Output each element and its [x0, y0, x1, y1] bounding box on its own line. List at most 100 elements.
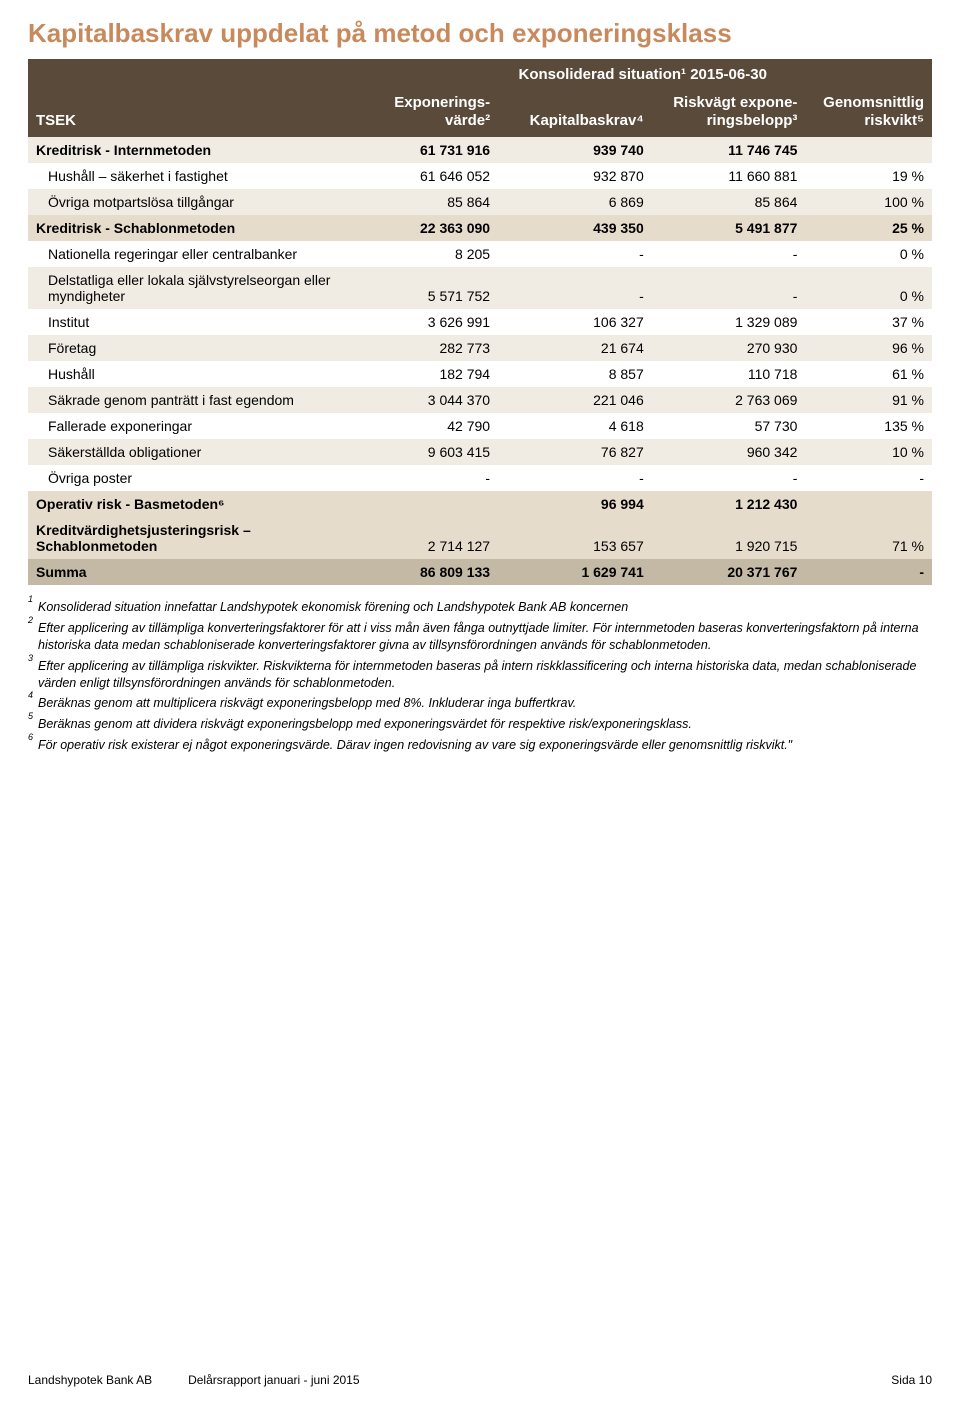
row-value: 1 329 089 — [652, 309, 806, 335]
footer-company: Landshypotek Bank AB — [28, 1373, 152, 1387]
row-label: Företag — [28, 335, 353, 361]
capital-requirements-table: Konsoliderad situation¹ 2015-06-30 TSEK … — [28, 59, 932, 585]
row-value: 282 773 — [353, 335, 498, 361]
row-value: 61 % — [805, 361, 932, 387]
table-row: Säkrade genom panträtt i fast egendom3 0… — [28, 387, 932, 413]
footnote: 2 Efter applicering av tillämpliga konve… — [28, 620, 932, 654]
footnote: 5 Beräknas genom att dividera riskvägt e… — [28, 716, 932, 733]
row-value: - — [498, 241, 652, 267]
table-row: Nationella regeringar eller centralbanke… — [28, 241, 932, 267]
row-label: Delstatliga eller lokala självstyrelseor… — [28, 267, 353, 309]
row-value: 3 044 370 — [353, 387, 498, 413]
row-value: 42 790 — [353, 413, 498, 439]
row-value: 0 % — [805, 241, 932, 267]
footnote: 4 Beräknas genom att multiplicera riskvä… — [28, 695, 932, 712]
row-value: - — [498, 267, 652, 309]
row-value: 19 % — [805, 163, 932, 189]
row-value: 221 046 — [498, 387, 652, 413]
footer-report: Delårsrapport januari - juni 2015 — [188, 1373, 359, 1387]
row-value: 76 827 — [498, 439, 652, 465]
row-value: 25 % — [805, 215, 932, 241]
row-value: 91 % — [805, 387, 932, 413]
row-value: 1 212 430 — [652, 491, 806, 517]
row-value: 960 342 — [652, 439, 806, 465]
table-row: Kreditrisk - Schablonmetoden22 363 09043… — [28, 215, 932, 241]
row-label: Institut — [28, 309, 353, 335]
row-value: - — [652, 465, 806, 491]
row-value: 2 763 069 — [652, 387, 806, 413]
row-label: Summa — [28, 559, 353, 585]
footnotes: 1 Konsoliderad situation innefattar Land… — [28, 599, 932, 754]
table-row: Kreditvärdighetsjusteringsrisk – Schablo… — [28, 517, 932, 559]
row-value: 11 660 881 — [652, 163, 806, 189]
row-value: 182 794 — [353, 361, 498, 387]
row-value: 932 870 — [498, 163, 652, 189]
row-value: 8 857 — [498, 361, 652, 387]
row-value — [353, 491, 498, 517]
table-row: Övriga motpartslösa tillgångar85 8646 86… — [28, 189, 932, 215]
page-footer: Landshypotek Bank AB Delårsrapport janua… — [28, 1373, 932, 1387]
col-exp: Exponerings-värde² — [353, 90, 498, 137]
table-row: Företag282 77321 674270 93096 % — [28, 335, 932, 361]
row-value: 153 657 — [498, 517, 652, 559]
row-label: Säkrade genom panträtt i fast egendom — [28, 387, 353, 413]
footnote: 6 För operativ risk existerar ej något e… — [28, 737, 932, 754]
row-value: 85 864 — [652, 189, 806, 215]
row-label: Övriga motpartslösa tillgångar — [28, 189, 353, 215]
row-value: - — [498, 465, 652, 491]
row-value: 9 603 415 — [353, 439, 498, 465]
table-row: Operativ risk - Basmetoden⁶ 96 9941 212 4… — [28, 491, 932, 517]
row-label: Kreditrisk - Schablonmetoden — [28, 215, 353, 241]
footer-page: Sida 10 — [891, 1373, 932, 1387]
row-label: Hushåll — [28, 361, 353, 387]
row-value: 0 % — [805, 267, 932, 309]
row-label: Nationella regeringar eller centralbanke… — [28, 241, 353, 267]
col-tsek: TSEK — [28, 90, 353, 137]
row-value: 96 % — [805, 335, 932, 361]
row-label: Operativ risk - Basmetoden⁶ — [28, 491, 353, 517]
row-value — [805, 137, 932, 163]
row-label: Fallerade exponeringar — [28, 413, 353, 439]
row-value: 10 % — [805, 439, 932, 465]
row-value: 270 930 — [652, 335, 806, 361]
table-row: Hushåll – säkerhet i fastighet61 646 052… — [28, 163, 932, 189]
page-title: Kapitalbaskrav uppdelat på metod och exp… — [28, 18, 932, 49]
row-value: 110 718 — [652, 361, 806, 387]
row-label: Hushåll – säkerhet i fastighet — [28, 163, 353, 189]
row-label: Kreditrisk - Internmetoden — [28, 137, 353, 163]
row-value: - — [353, 465, 498, 491]
row-value: 939 740 — [498, 137, 652, 163]
row-value: 3 626 991 — [353, 309, 498, 335]
row-value: 100 % — [805, 189, 932, 215]
col-risk: Riskvägt expone-ringsbelopp³ — [652, 90, 806, 137]
table-row: Institut3 626 991106 3271 329 08937 % — [28, 309, 932, 335]
table-row: Summa86 809 1331 629 74120 371 767- — [28, 559, 932, 585]
row-value: 4 618 — [498, 413, 652, 439]
row-value: 61 731 916 — [353, 137, 498, 163]
row-value — [805, 491, 932, 517]
row-value: 1 629 741 — [498, 559, 652, 585]
row-label: Övriga poster — [28, 465, 353, 491]
footnote: 1 Konsoliderad situation innefattar Land… — [28, 599, 932, 616]
row-value: - — [805, 465, 932, 491]
row-value: 106 327 — [498, 309, 652, 335]
row-value: 71 % — [805, 517, 932, 559]
row-value: 86 809 133 — [353, 559, 498, 585]
row-value: 1 920 715 — [652, 517, 806, 559]
row-value: 135 % — [805, 413, 932, 439]
table-row: Övriga poster---- — [28, 465, 932, 491]
row-value: 85 864 — [353, 189, 498, 215]
row-label: Kreditvärdighetsjusteringsrisk – Schablo… — [28, 517, 353, 559]
row-label: Säkerställda obligationer — [28, 439, 353, 465]
row-value: 61 646 052 — [353, 163, 498, 189]
table-row: Säkerställda obligationer9 603 41576 827… — [28, 439, 932, 465]
row-value: 5 571 752 — [353, 267, 498, 309]
header-blank — [28, 59, 353, 90]
row-value: 8 205 — [353, 241, 498, 267]
row-value: - — [652, 241, 806, 267]
header-super: Konsoliderad situation¹ 2015-06-30 — [353, 59, 932, 90]
row-value: 37 % — [805, 309, 932, 335]
row-value: 96 994 — [498, 491, 652, 517]
col-kap: Kapitalbaskrav⁴ — [498, 90, 652, 137]
row-value: 439 350 — [498, 215, 652, 241]
